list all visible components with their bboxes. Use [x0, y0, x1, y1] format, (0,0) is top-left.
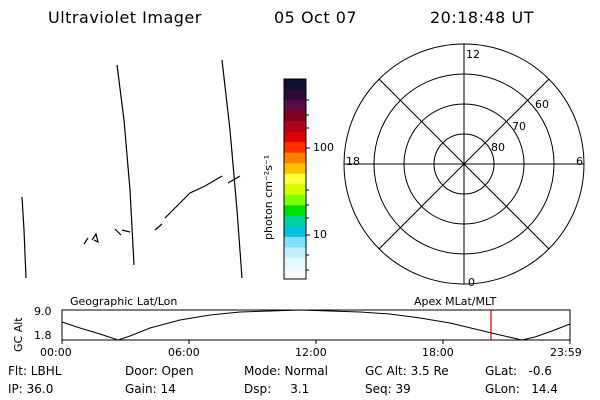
time-ticks — [61, 340, 571, 344]
colorbar-band — [284, 194, 306, 206]
altitude-tick-low: 1.8 — [34, 329, 52, 342]
polar-diagonal — [378, 78, 550, 250]
time-tick-label: 00:00 — [40, 346, 72, 359]
colorbar-band — [284, 268, 306, 280]
geographic-grid-lines — [21, 59, 243, 279]
coastline-segment — [164, 175, 223, 219]
altitude-frame — [61, 309, 571, 341]
altitude-curve — [61, 309, 571, 341]
date-label: 05 Oct 07 — [274, 8, 358, 27]
colorbar-band — [284, 236, 306, 248]
geographic-label: Geographic Lat/Lon — [70, 295, 178, 308]
polar-plot — [343, 43, 585, 285]
colorbar-band — [284, 131, 306, 143]
info-door: Door: Open — [125, 364, 194, 378]
lat-label-60: 60 — [535, 98, 549, 111]
info-glat: GLat: -0.6 — [485, 364, 552, 378]
colorbar-band — [284, 205, 306, 217]
colorbar-band — [284, 110, 306, 122]
lat-label-80: 80 — [491, 141, 505, 154]
colorbar-band — [284, 89, 306, 101]
info-dsp: Dsp: 3.1 — [244, 382, 310, 396]
colorbar-tick-10: 10 — [313, 228, 327, 241]
time-tick-label: 12:00 — [295, 346, 327, 359]
altitude-tick-high: 9.0 — [34, 305, 52, 318]
colorbar-band — [284, 173, 306, 185]
colorbar-band — [284, 163, 306, 175]
mlt-label-0: 0 — [468, 276, 475, 289]
colorbar-band — [284, 247, 306, 259]
time-label: 20:18:48 UT — [430, 8, 534, 27]
coastline-segment — [83, 237, 89, 245]
colorbar-frame — [283, 78, 307, 280]
colorbar-ticks — [306, 99, 310, 271]
apex-label: Apex MLat/MLT — [414, 295, 497, 308]
lat-label-70: 70 — [512, 120, 526, 133]
info-mode: Mode: Normal — [244, 364, 328, 378]
colorbar-band — [284, 100, 306, 112]
info-ip: IP: 36.0 — [8, 382, 54, 396]
colorbar-band — [284, 79, 306, 91]
time-tick-label: 18:00 — [422, 346, 454, 359]
colorbar-band — [284, 184, 306, 196]
info-glon: GLon: 14.4 — [485, 382, 558, 396]
coastline-segment — [154, 223, 163, 231]
coastline-segment — [114, 228, 122, 236]
mlt-label-6: 6 — [576, 155, 583, 168]
info-gcalt: GC Alt: 3.5 Re — [365, 364, 449, 378]
info-flt: Flt: LBHL — [8, 364, 62, 378]
colorbar-unit-label: photon cm⁻²s⁻¹ — [262, 154, 275, 240]
info-seq: Seq: 39 — [365, 382, 411, 396]
colorbar — [284, 79, 306, 280]
mlt-label-12: 12 — [466, 48, 480, 61]
altitude-ylabel: GC Alt — [12, 317, 25, 352]
colorbar-band — [284, 142, 306, 154]
meridian-line — [21, 196, 27, 279]
coastline-segment — [227, 175, 241, 184]
meridian-line — [116, 64, 135, 266]
colorbar-band — [284, 215, 306, 227]
colorbar-tick-100: 100 — [313, 141, 334, 154]
time-tick-label: 23:59 — [550, 346, 582, 359]
mlt-label-18: 18 — [346, 155, 360, 168]
time-tick-label: 06:00 — [168, 346, 200, 359]
colorbar-band — [284, 226, 306, 238]
instrument-title: Ultraviolet Imager — [48, 8, 202, 27]
coastline-segment — [121, 229, 131, 233]
coastline-segment — [91, 232, 99, 244]
meridian-line — [221, 59, 243, 279]
colorbar-band — [284, 257, 306, 269]
colorbar-band — [284, 152, 306, 164]
info-gain: Gain: 14 — [125, 382, 176, 396]
colorbar-band — [284, 121, 306, 133]
